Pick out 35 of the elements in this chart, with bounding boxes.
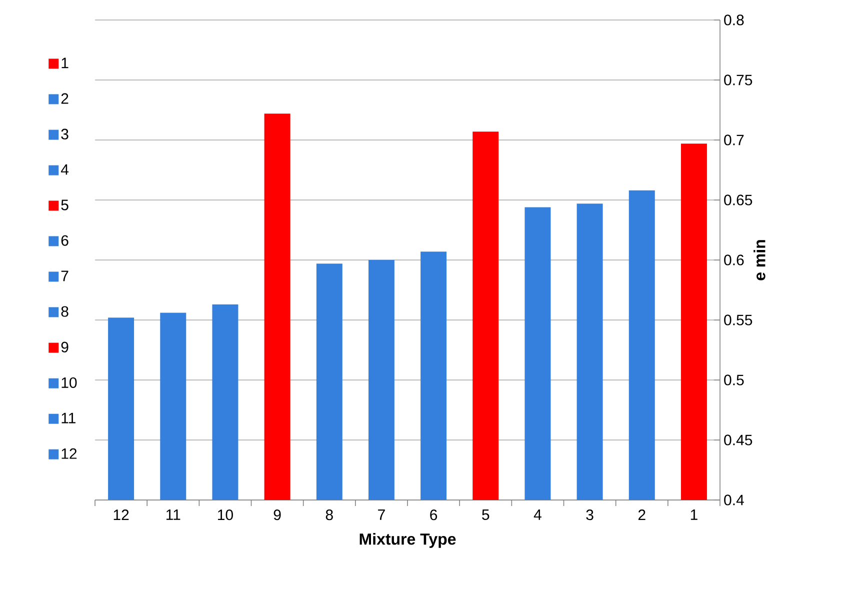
y-tick-label: 0.8 bbox=[724, 14, 744, 26]
y-tick-label: 0.45 bbox=[724, 434, 752, 446]
x-tick-label: 10 bbox=[218, 510, 233, 520]
x-tick-label: 7 bbox=[378, 510, 385, 520]
legend-label: 4 bbox=[60, 164, 69, 175]
x-tick-label: 12 bbox=[114, 510, 129, 520]
x-tick-label: 6 bbox=[430, 510, 438, 520]
legend-label: 3 bbox=[61, 128, 68, 140]
y-tick-label: 0.75 bbox=[724, 74, 752, 86]
x-tick-label: 11 bbox=[166, 510, 180, 520]
legend-label: 7 bbox=[61, 270, 68, 282]
legend-label: 2 bbox=[61, 93, 68, 104]
legend-label: 8 bbox=[61, 306, 68, 317]
x-axis-title: Mixture Type bbox=[360, 533, 456, 548]
y-axis-title: e min bbox=[754, 240, 766, 280]
x-tick-label: 1 bbox=[690, 510, 698, 520]
x-tick-label: 3 bbox=[586, 510, 594, 520]
legend-label: 12 bbox=[62, 448, 77, 459]
x-tick-label: 8 bbox=[326, 510, 333, 520]
legend-label: 6 bbox=[61, 235, 68, 246]
x-tick-label: 2 bbox=[638, 510, 646, 520]
legend-label: 10 bbox=[62, 377, 77, 388]
y-tick-label: 0.65 bbox=[724, 194, 752, 206]
y-tick-label: 0.7 bbox=[724, 134, 744, 146]
y-tick-label: 0.5 bbox=[724, 374, 744, 386]
legend-label: 9 bbox=[61, 342, 68, 352]
y-tick-label: 0.55 bbox=[724, 314, 752, 326]
legend-label: 11 bbox=[62, 412, 76, 424]
y-tick-label: 0.4 bbox=[724, 494, 744, 506]
x-tick-label: 9 bbox=[274, 510, 281, 520]
legend-label: 5 bbox=[61, 200, 68, 210]
x-tick-label: 4 bbox=[534, 510, 542, 520]
x-tick-label: 5 bbox=[482, 510, 490, 520]
y-tick-label: 0.6 bbox=[724, 254, 744, 266]
legend-label: 1 bbox=[62, 58, 68, 68]
